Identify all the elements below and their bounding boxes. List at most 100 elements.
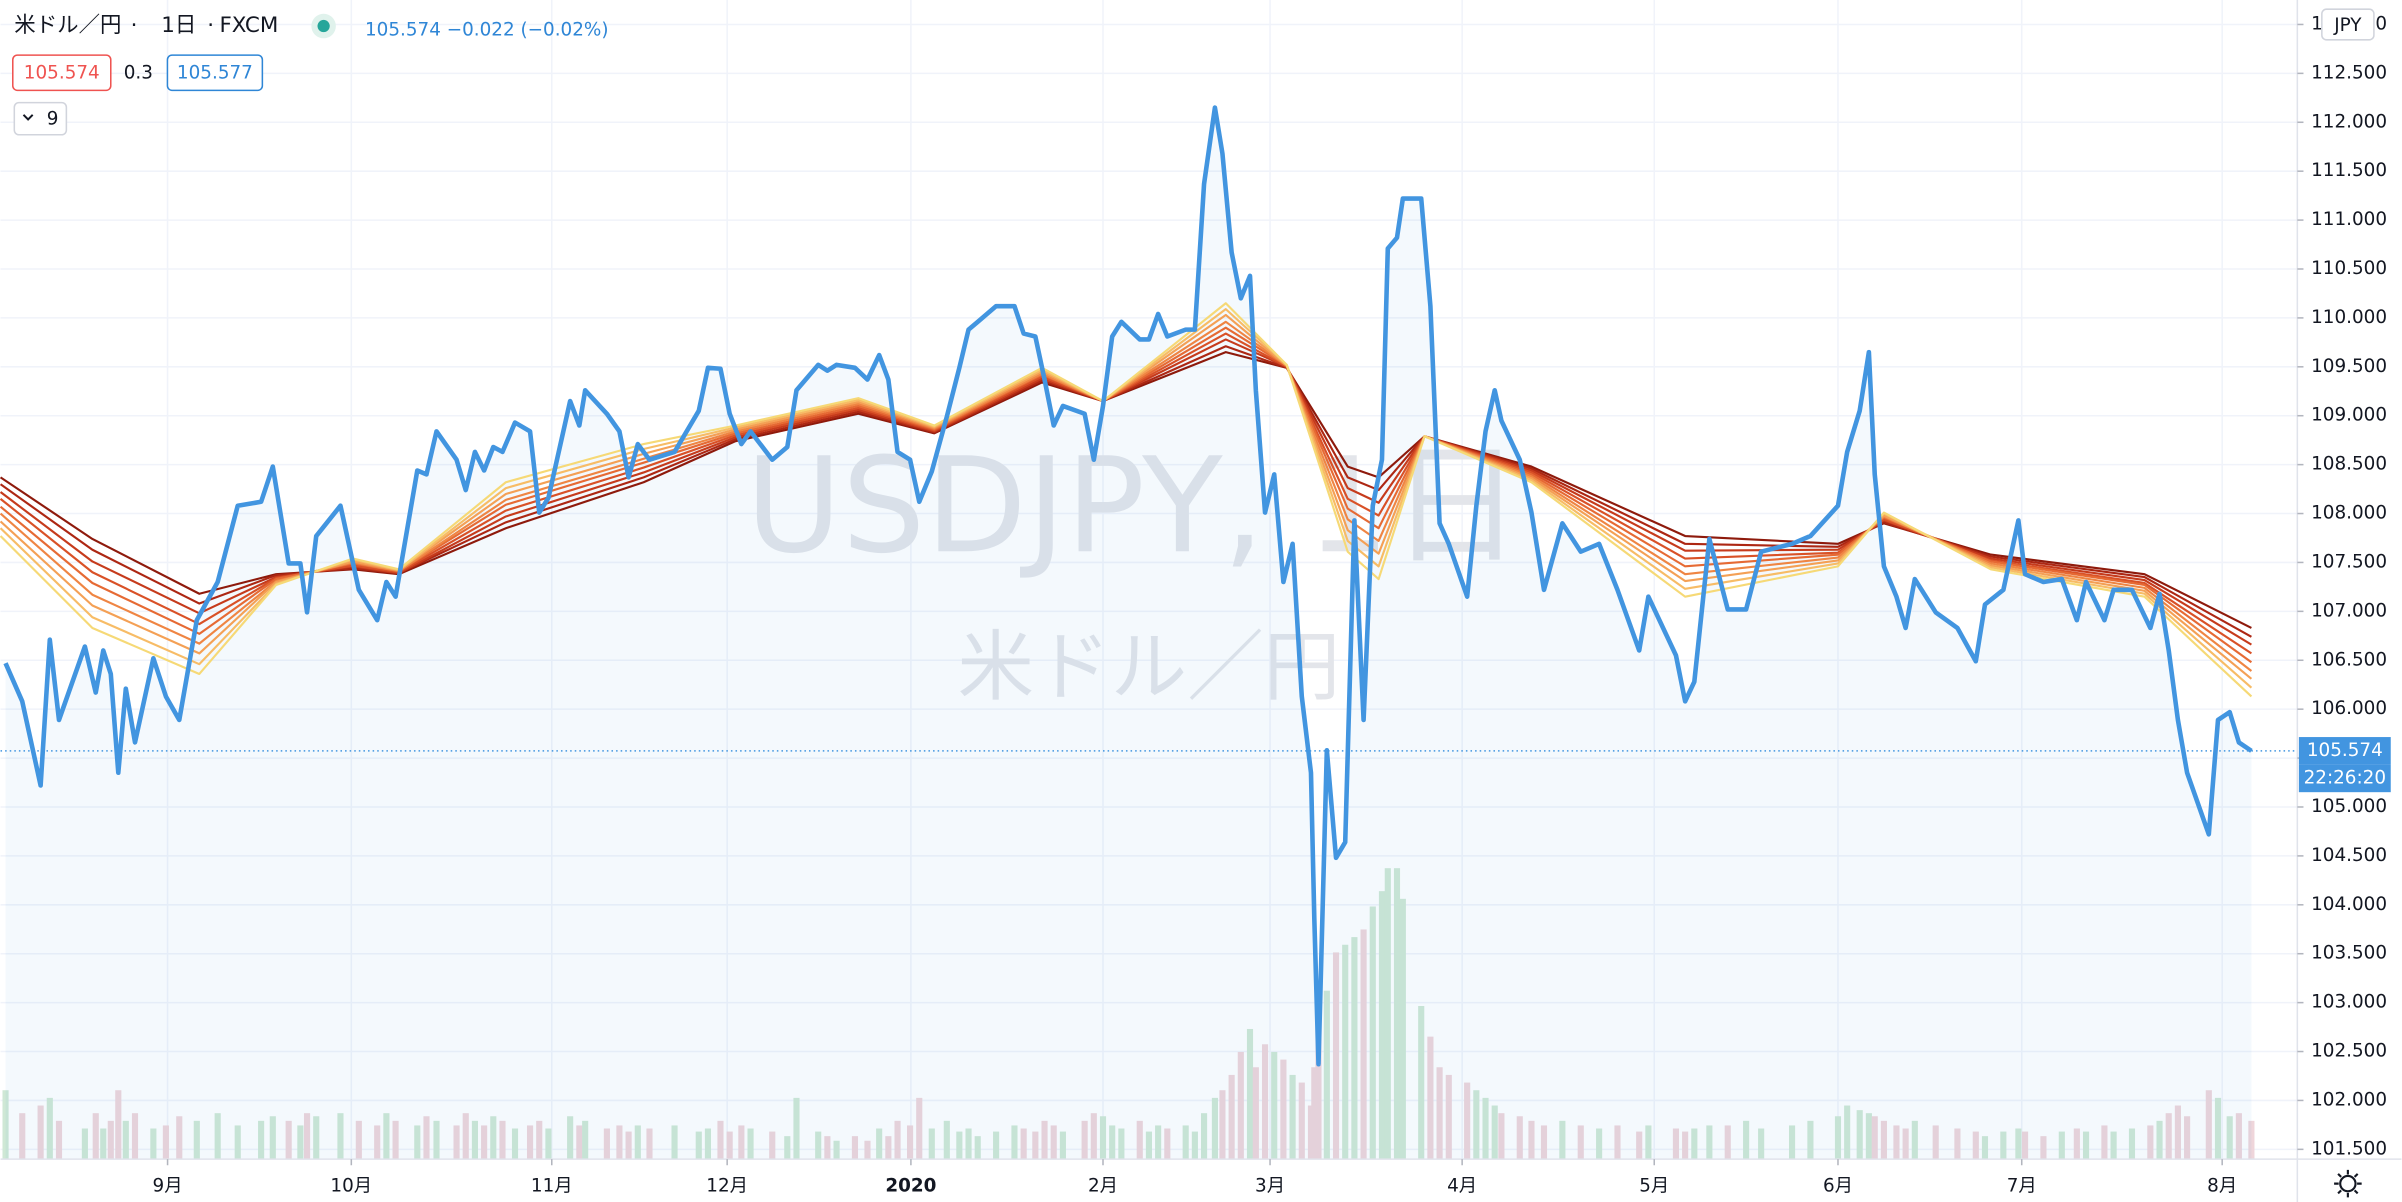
x-tick-label: 7月	[2007, 1175, 2037, 1196]
volume-bar	[1211, 1097, 1218, 1160]
plot	[0, 105, 2298, 1160]
volume-bar	[1393, 868, 1401, 1160]
x-tick-label: 6月	[1823, 1175, 1853, 1196]
x-tick-label: 2月	[1088, 1175, 1118, 1196]
x-tick-label: 2020	[885, 1175, 936, 1196]
volume-bar	[2147, 1125, 2154, 1160]
volume-bar	[1384, 868, 1391, 1160]
volume-bar	[1871, 1116, 1878, 1160]
volume-bar	[55, 1120, 63, 1160]
volume-bar	[1706, 1125, 1713, 1160]
volume-bar	[1032, 1131, 1039, 1160]
volume-bar	[1311, 1067, 1318, 1160]
volume-bar	[1834, 1116, 1842, 1160]
volume-bar	[1596, 1128, 1603, 1160]
volume-bar	[747, 1128, 754, 1160]
countdown-box	[2298, 764, 2391, 793]
volume-bar	[1164, 1128, 1171, 1160]
settings-icon[interactable]	[2334, 1169, 2362, 1198]
volume-bar	[1758, 1128, 1765, 1160]
volume-bar	[269, 1116, 276, 1160]
volume-bar	[2128, 1128, 2136, 1160]
volume-bar	[1118, 1128, 1125, 1160]
volume-bar	[1932, 1125, 1939, 1160]
volume-bar	[2000, 1131, 2007, 1160]
volume-bar	[1427, 1036, 1434, 1160]
volume-bar	[1540, 1125, 1548, 1160]
y-tick-label: 108.500	[2311, 454, 2387, 475]
volume-bar	[193, 1120, 200, 1160]
volume-bar	[784, 1136, 791, 1160]
volume-bar	[1614, 1125, 1621, 1160]
indicator-toggle[interactable]	[13, 101, 68, 136]
volume-bar	[2174, 1105, 2181, 1160]
price-area	[5, 107, 2252, 1160]
volume-bar	[1436, 1067, 1443, 1160]
volume-bar	[176, 1116, 183, 1160]
volume-bar	[2156, 1120, 2163, 1160]
y-tick-label: 112.000	[2311, 111, 2387, 132]
volume-bar	[1981, 1136, 1989, 1160]
header: 米ドル／円 · 1日 · FXCM 105.574 −0.022 (−0.02%…	[12, 13, 609, 136]
volume-bar	[2022, 1131, 2029, 1160]
volume-bar	[46, 1097, 53, 1160]
volume-bar	[1788, 1125, 1796, 1160]
y-tick-label: 112.500	[2311, 62, 2387, 83]
x-tick-label: 5月	[1639, 1175, 1669, 1196]
volume-bar	[2184, 1116, 2191, 1160]
volume-bar	[2110, 1131, 2117, 1160]
volume-bar	[383, 1113, 390, 1160]
volume-bar	[414, 1125, 421, 1160]
x-tick-label: 10月	[330, 1175, 372, 1196]
volume-bar	[1041, 1120, 1048, 1160]
settings-gear	[2339, 1174, 2357, 1193]
volume-bar	[423, 1116, 430, 1160]
volume-bar	[2082, 1131, 2090, 1160]
countdown: 22:26:20	[2304, 767, 2386, 788]
bid: 105.574	[24, 62, 100, 83]
volume-bar	[545, 1128, 552, 1160]
volume-bar	[1298, 1082, 1305, 1160]
volume-bar	[956, 1131, 963, 1160]
volume-bar	[1369, 906, 1376, 1160]
volume-bar	[1261, 1044, 1269, 1160]
y-tick-label: 106.000	[2311, 698, 2387, 719]
volume-bar	[717, 1120, 724, 1160]
volume-bar	[81, 1128, 88, 1160]
volume-bar	[2235, 1113, 2242, 1160]
ask-box[interactable]	[166, 54, 264, 92]
volume-bar	[769, 1131, 776, 1160]
volume-bar	[481, 1125, 488, 1160]
volume-bar	[462, 1113, 469, 1160]
x-tick-label: 11月	[531, 1175, 573, 1196]
chevron	[22, 114, 34, 121]
volume-bar	[625, 1131, 632, 1160]
volume-bar	[815, 1131, 822, 1160]
volume-bar	[1482, 1097, 1489, 1160]
y-tick-label: 108.000	[2311, 503, 2387, 524]
volume-bar	[392, 1120, 399, 1160]
volume-bar	[511, 1128, 519, 1160]
volume-bar	[993, 1131, 1000, 1160]
volume-bar	[726, 1131, 733, 1160]
volume-bar	[2073, 1128, 2080, 1160]
volume-bar	[793, 1097, 800, 1160]
x-tick-label: 9月	[153, 1175, 183, 1196]
y-tick-label: 102.000	[2311, 1089, 2387, 1110]
volume-bar	[2165, 1113, 2172, 1160]
currency-button[interactable]	[2321, 8, 2375, 41]
volume-bar	[285, 1120, 292, 1160]
bid-box[interactable]	[12, 54, 112, 92]
volume-bar	[1498, 1113, 1505, 1160]
volume-bar	[646, 1128, 653, 1160]
volume-bar	[1289, 1074, 1296, 1160]
volume-bar	[1445, 1074, 1452, 1160]
volume-bar	[1342, 944, 1349, 1160]
volume-bar	[1645, 1125, 1652, 1160]
volume-bar	[1246, 1028, 1254, 1160]
volume-bar	[2040, 1136, 2047, 1160]
volume-bar	[824, 1136, 831, 1160]
volume-bar	[107, 1120, 114, 1160]
